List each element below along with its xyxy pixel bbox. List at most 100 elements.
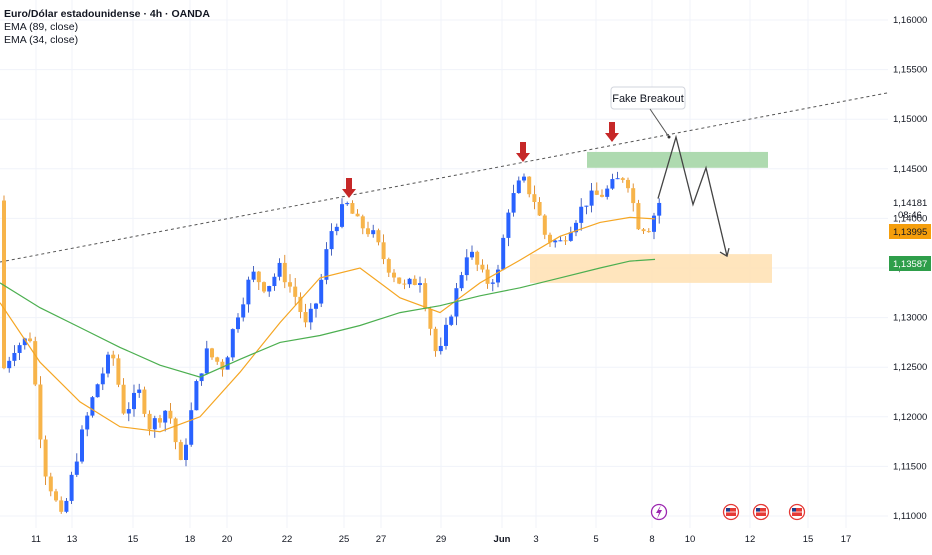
candle-body (173, 418, 178, 443)
candle-body (319, 279, 324, 304)
countdown-label: 08:46 (898, 210, 922, 221)
symbol-title[interactable]: Euro/Dólar estadounidense · 4h · OANDA (4, 8, 210, 20)
candle-body (17, 345, 22, 353)
candle-body (230, 329, 235, 358)
candle-body (631, 188, 636, 204)
current-price-label: 1,14181 (893, 198, 927, 209)
callout-pointer (649, 108, 670, 138)
candle-body (194, 381, 199, 411)
candle-body (142, 389, 147, 414)
chart-legend: Euro/Dólar estadounidense · 4h · OANDA E… (4, 8, 210, 47)
candle-body (28, 338, 32, 342)
candle-body (324, 249, 329, 280)
time-tick-label: 8 (649, 534, 654, 545)
price-tick-label: 1,16000 (893, 15, 927, 26)
candle-body (236, 317, 240, 330)
time-tick-label: Jun (494, 534, 511, 545)
candle-body (132, 392, 136, 410)
us-flag-canton (756, 508, 760, 512)
candle-body (428, 308, 433, 329)
candle-body (594, 190, 599, 195)
candle-body (22, 338, 27, 346)
price-tick-label: 1,12000 (893, 412, 927, 423)
price-tick-label: 1,15500 (893, 65, 927, 76)
candle-body (7, 360, 12, 369)
candle-body (542, 215, 547, 235)
time-tick-label: 5 (593, 534, 598, 545)
candle-body (288, 282, 292, 287)
candle-body (657, 202, 662, 216)
candle-body (126, 409, 131, 414)
candle-body (397, 277, 402, 284)
candle-body (402, 283, 407, 285)
ema-89-tag-bg (889, 256, 931, 271)
candle-body (366, 228, 370, 235)
candle-body (438, 345, 443, 352)
time-tick-label: 3 (533, 534, 538, 545)
candle-body (246, 279, 251, 305)
candle-body (574, 222, 578, 233)
candle-body (600, 194, 604, 197)
candle-body (454, 288, 459, 317)
candle-body (210, 348, 214, 358)
candle-body (470, 251, 474, 258)
us-flag-icon (752, 503, 770, 521)
candle-body (298, 296, 303, 313)
lightning-icon (656, 505, 662, 519)
us-flag-icon (722, 503, 740, 521)
candle-body (163, 410, 168, 423)
ema-34-legend[interactable]: EMA (34, close) (4, 34, 79, 46)
callout-box (610, 86, 686, 110)
candle-body (85, 415, 90, 430)
candle-body (605, 188, 610, 197)
candle-body (563, 240, 568, 242)
down-arrow-icon (342, 178, 356, 198)
candle-body (522, 176, 526, 181)
candle-body (464, 257, 469, 276)
candle-body (95, 384, 100, 398)
callout-dot (667, 135, 671, 139)
candle-body (2, 200, 6, 369)
time-tick-label: 25 (339, 534, 350, 545)
candle-body (152, 418, 157, 430)
price-tick-label: 1,15000 (893, 114, 927, 125)
resistance-trendline (0, 91, 891, 263)
candle-body (444, 324, 448, 346)
price-tick-label: 1,12500 (893, 362, 927, 373)
candle-body (303, 312, 308, 323)
candle-body (220, 361, 225, 370)
candle-body (204, 348, 209, 374)
candle-body (251, 271, 256, 280)
candle-body (360, 216, 365, 229)
time-tick-label: 20 (222, 534, 233, 545)
candle-body (418, 283, 422, 285)
us-flag-icon (788, 503, 806, 521)
candle-body (54, 491, 58, 501)
time-tick-label: 18 (185, 534, 196, 545)
candle-body (579, 206, 584, 223)
candle-body (475, 251, 480, 265)
candle-body (386, 259, 391, 273)
candle-body (423, 283, 428, 309)
candle-body (501, 237, 506, 270)
ema-34-tag-bg (889, 224, 931, 239)
candle-body (33, 341, 38, 385)
candle-body (12, 352, 17, 361)
candle-body (459, 275, 464, 289)
ema-34-price-tag: 1,13995 (889, 224, 931, 239)
callout-label: Fake Breakout (612, 93, 684, 105)
candle-body (511, 193, 516, 213)
candle-body (626, 179, 630, 189)
candle-body (553, 240, 558, 243)
candle-body (350, 203, 355, 214)
candle-body (256, 271, 261, 283)
candle-body (38, 384, 43, 440)
candle-body (267, 286, 272, 292)
candle-body (308, 308, 313, 323)
candle-body (407, 278, 412, 285)
candle-body (90, 397, 95, 416)
demand-zone (530, 254, 772, 283)
candle-body (392, 272, 396, 278)
ema-89-legend[interactable]: EMA (89, close) (4, 21, 79, 33)
